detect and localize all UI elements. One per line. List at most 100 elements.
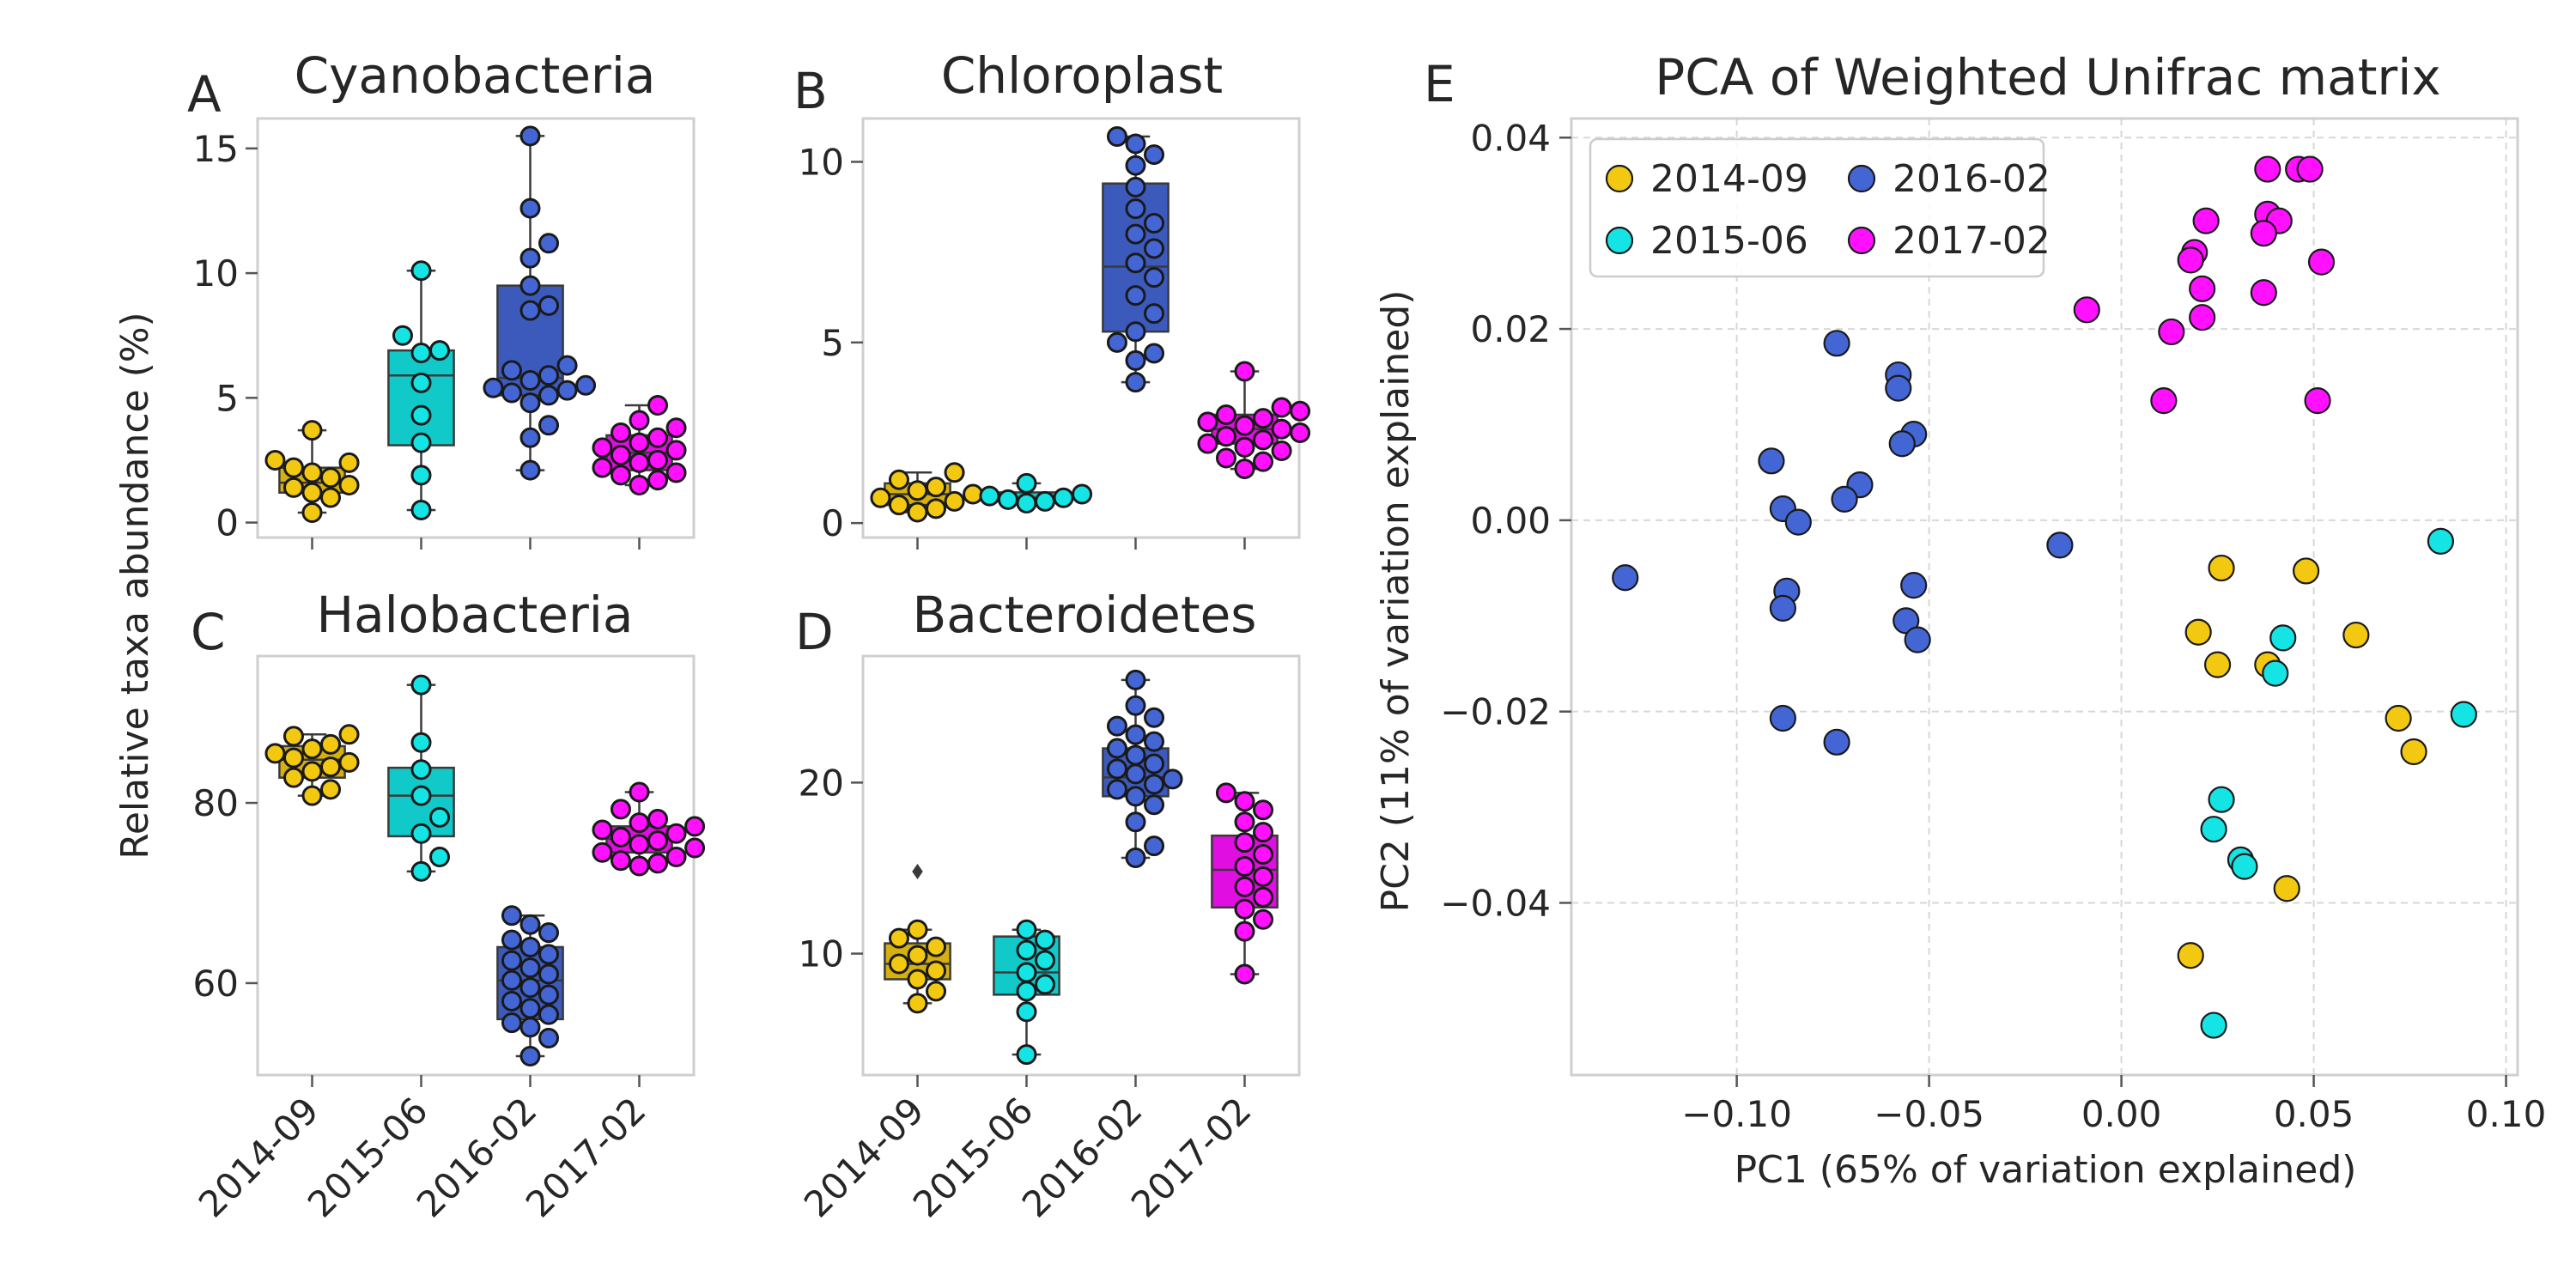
data-point [1125,695,1146,716]
data-point [519,275,541,296]
data-point [519,300,541,321]
legend-marker [1605,164,1634,193]
y-tick-label: 0.04 [1470,117,1551,159]
data-point [888,927,909,949]
data-point [1144,267,1165,289]
data-point [410,823,432,844]
data-point [979,485,1000,507]
data-point [538,963,560,985]
data-point [1234,415,1255,436]
series-2015-06 [2200,527,2477,1039]
scatter-point [2427,527,2455,555]
scatter-point [2200,1012,2227,1039]
data-point [1234,876,1255,897]
data-point [592,457,613,478]
pca-legend: 2014-09 2015-06 2016-02 2017-02 [1589,137,2050,278]
data-point [665,462,687,483]
x-tick-label: 0.00 [2081,1093,2162,1135]
data-point [610,799,631,820]
data-point [1144,731,1165,752]
data-point [610,422,631,443]
scatter-point [2296,155,2324,183]
data-point [888,953,909,975]
x-tick-label: 2017-02 [1123,1089,1260,1225]
data-point [907,501,928,523]
y-tick-label: 80 [193,782,239,824]
data-point [1106,779,1127,800]
scatter-point [1769,704,1796,732]
scatter-point [1900,572,1928,599]
data-point [665,417,687,439]
data-point [907,480,928,501]
data-point [410,785,432,806]
data-point [410,759,432,781]
scatter-point [1612,564,1639,592]
boxplots-ylabel: Relative taxa abundance (%) [113,312,157,859]
data-point [538,295,560,316]
scatter-point [1769,594,1796,622]
panel-a-plot: 0 5 10 15 [193,117,696,550]
data-point [665,847,687,868]
scatter-point [2262,659,2289,687]
y-tick-label: −0.02 [1440,691,1551,733]
data-point [538,1027,560,1048]
scatter-point [2073,296,2100,324]
scatter-point [2269,624,2297,652]
data-point [1125,252,1146,274]
data-point [1016,939,1037,961]
data-point [647,808,669,829]
data-point [519,914,541,935]
data-point [1215,782,1236,804]
data-point [1125,724,1146,745]
pca-ylabel: PC2 (11% of variation explained) [1374,290,1418,913]
data-point [1106,715,1127,737]
data-point [944,490,965,512]
data-point [629,432,650,453]
data-point [283,767,304,788]
data-point [519,1045,541,1066]
data-point [410,500,432,521]
data-point [592,437,613,459]
scatter-point [2273,875,2300,902]
data-point [283,726,304,747]
data-point [1016,493,1037,514]
data-point [1035,929,1056,951]
data-point [592,841,613,863]
data-point [320,756,342,778]
data-point [1125,744,1146,766]
data-point [501,969,522,991]
data-point [1144,144,1165,166]
scatter-point [2250,279,2277,307]
panel-e-letter: E [1424,55,1455,113]
data-point [519,957,541,979]
data-point [301,420,323,441]
data-point [556,355,578,376]
y-tick-label: 5 [216,377,239,419]
data-point [1016,981,1037,1002]
data-point [264,743,286,764]
data-point [963,483,984,505]
data-point [501,950,522,971]
data-point [629,410,650,431]
data-point [501,360,522,381]
scatter-point [2250,220,2277,247]
data-point [647,830,669,852]
data-point [1035,974,1056,995]
data-point [519,427,541,448]
data-point [1271,397,1292,418]
panel-e-pca: E PCA of Weighted Unifrac matrix PC1 (65… [1374,48,2546,1192]
scatter-point [2158,318,2185,346]
y-tick-label: 0.00 [1470,500,1551,542]
x-tick-label: 2017-02 [518,1089,654,1225]
data-point [1234,811,1255,833]
data-point [519,459,541,481]
data-point [320,733,342,755]
data-point [429,340,451,361]
data-point [1234,920,1255,942]
data-point [538,1004,560,1025]
data-point [1271,418,1292,440]
x-tick-label: −0.05 [1874,1093,1984,1135]
data-point [301,761,323,782]
